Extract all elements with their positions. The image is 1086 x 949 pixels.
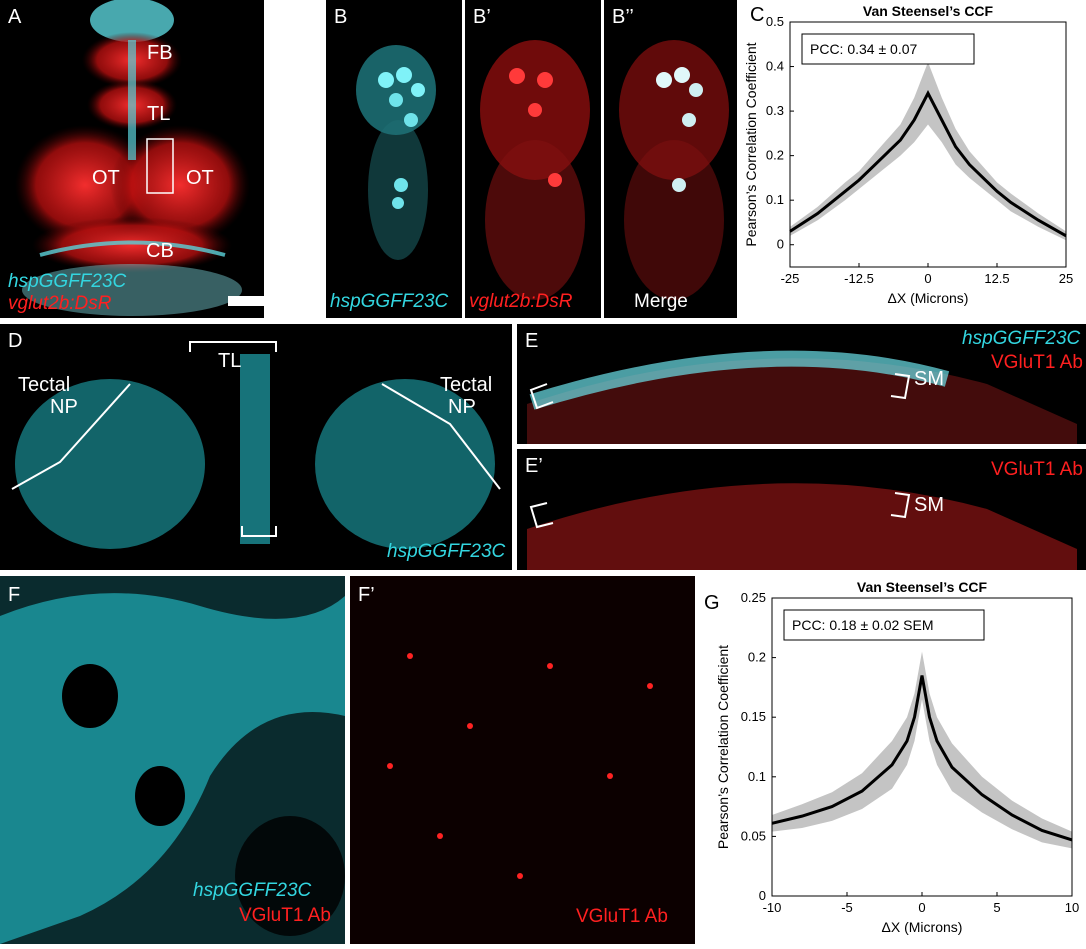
brain-dorsal-image	[15, 0, 264, 316]
y-tick-label: 0.1	[766, 192, 784, 207]
region-label-ot-right: OT	[186, 167, 214, 189]
region-label-tl: TL	[147, 103, 171, 125]
y-axis-label: Pearson’s Correlation Coefficient	[743, 42, 759, 246]
caption-vglut2b-dsr: vglut2b:DsR	[469, 291, 573, 312]
mean-line	[789, 90, 1067, 238]
y-tick-label: 0.2	[766, 148, 784, 163]
panel-b1-image: B’ vglut2b:DsR	[465, 0, 601, 318]
sagittal-vglut1-image	[527, 483, 1077, 570]
y-tick-label: 0.05	[741, 828, 766, 843]
x-tick-label: 10	[1065, 900, 1079, 915]
panel-letter-f1: F’	[358, 584, 375, 606]
caption-vglut1-e: VGluT1 Ab	[991, 352, 1083, 373]
panel-letter-b: B	[334, 6, 348, 28]
label-sm-e1: SM	[914, 494, 944, 516]
chart-title: Van Steensel’s CCF	[863, 3, 994, 19]
panel-a-image: A FB TL OT OT CB hspGGFF23C vglut2b:DsR	[0, 0, 264, 318]
caption-hspggff23c-e: hspGGFF23C	[962, 328, 1081, 349]
caption-hspggff23c-d: hspGGFF23C	[387, 541, 506, 562]
region-label-fb: FB	[147, 42, 173, 64]
x-tick-label: -10	[763, 900, 782, 915]
y-axis-label: Pearson’s Correlation Coefficient	[715, 645, 731, 849]
panel-letter-b2: B’’	[612, 6, 634, 28]
tectal-neuropil-image	[11, 341, 501, 549]
panel-b2-image: B’’ Merge	[604, 0, 737, 318]
annotation-box	[801, 33, 975, 65]
panel-g-chart: G -10 -5 0 5 10 0 0.05 0.1 0.15 0.2 0.25 Van Steens…	[700, 576, 1086, 944]
panel-letter-d: D	[8, 330, 23, 352]
caption-merge: Merge	[634, 291, 688, 312]
caption-vglut1-e1: VGluT1 Ab	[991, 459, 1083, 480]
mean-line	[771, 675, 1073, 842]
panel-b-image: B hspGGFF23C	[326, 0, 462, 318]
panel-letter-b1: B’	[473, 6, 491, 28]
panel-c-chart: C -25 -12.5 0 12.5 25 0 0.1 0.2 0.3 0.4 0.5 Van Ste…	[740, 0, 1086, 320]
panel-letter-e: E	[525, 330, 539, 352]
y-tick-label: 0.25	[741, 590, 766, 605]
x-tick-label: 25	[1059, 271, 1073, 286]
merge-cells-image	[619, 40, 729, 300]
chart-title: Van Steensel’s CCF	[857, 579, 988, 595]
caption-vglut1-f: VGluT1 Ab	[239, 905, 331, 926]
label-tectal-right: Tectal	[440, 374, 493, 396]
legend-hspggff23c: hspGGFF23C	[8, 271, 127, 292]
label-tectal-left: Tectal	[18, 374, 71, 396]
x-tick-label: 5	[993, 900, 1000, 915]
label-sm-e: SM	[914, 368, 944, 390]
panel-e1-image: E’ VGluT1 Ab SM	[517, 449, 1086, 570]
y-tick-label: 0.15	[741, 709, 766, 724]
panel-d-image: D TL Tectal NP Tectal NP hspGGFF23C	[0, 324, 512, 570]
y-tick-label: 0	[777, 237, 784, 252]
x-axis-label: ΔX (Microns)	[882, 919, 963, 935]
region-label-cb: CB	[146, 240, 174, 262]
x-tick-label: -5	[841, 900, 853, 915]
x-axis-label: ΔX (Microns)	[888, 290, 969, 306]
x-tick-label: -12.5	[844, 271, 874, 286]
caption-hspggff23c-f: hspGGFF23C	[193, 880, 312, 901]
y-tick-label: 0.1	[748, 769, 766, 784]
panel-letter-g: G	[704, 592, 720, 614]
neuropil-closeup-image	[0, 576, 345, 944]
plot-frame	[771, 597, 1073, 897]
label-tl: TL	[218, 350, 242, 372]
y-tick-label: 0.2	[748, 650, 766, 665]
y-tick-label: 0	[759, 888, 766, 903]
caption-vglut1-f1: VGluT1 Ab	[576, 906, 668, 927]
ccf-plot-c: -25 -12.5 0 12.5 25 0 0.1 0.2 0.3 0.4 0.5 Van Steen…	[743, 3, 1073, 306]
ccf-plot-g: -10 -5 0 5 10 0 0.05 0.1 0.15 0.2 0.25 Van Steensel…	[715, 579, 1079, 935]
sagittal-overlay-image	[527, 350, 1077, 444]
vglut1-puncta-image	[350, 576, 695, 944]
panel-letter-c: C	[750, 4, 765, 26]
panel-letter-e1: E’	[525, 455, 543, 477]
panel-letter-a: A	[8, 6, 22, 28]
caption-hspggff23c: hspGGFF23C	[330, 291, 449, 312]
y-tick-label: 0.5	[766, 14, 784, 29]
annotation-text: PCC: 0.34 ± 0.07	[810, 41, 918, 57]
panel-letter-f: F	[8, 584, 21, 606]
red-cells-image	[480, 40, 590, 300]
x-tick-label: 0	[918, 900, 925, 915]
annotation-text: PCC: 0.18 ± 0.02 SEM	[792, 617, 934, 633]
x-tick-label: -25	[781, 271, 800, 286]
panel-f1-image: F’ VGluT1 Ab	[350, 576, 695, 944]
x-tick-label: 0	[924, 271, 931, 286]
y-tick-label: 0.4	[766, 59, 784, 74]
panel-f-image: F hspGGFF23C VGluT1 Ab	[0, 576, 345, 944]
region-label-ot-left: OT	[92, 167, 120, 189]
label-np-left: NP	[50, 396, 78, 418]
label-np-right: NP	[448, 396, 476, 418]
legend-vglut2b-dsr: vglut2b:DsR	[8, 293, 112, 314]
y-tick-label: 0.3	[766, 103, 784, 118]
x-tick-label: 12.5	[984, 271, 1009, 286]
cyan-cells-image	[356, 45, 436, 260]
panel-e-image: E hspGGFF23C VGluT1 Ab SM	[517, 324, 1086, 444]
error-band	[790, 62, 1066, 241]
annotation-box	[783, 609, 985, 641]
